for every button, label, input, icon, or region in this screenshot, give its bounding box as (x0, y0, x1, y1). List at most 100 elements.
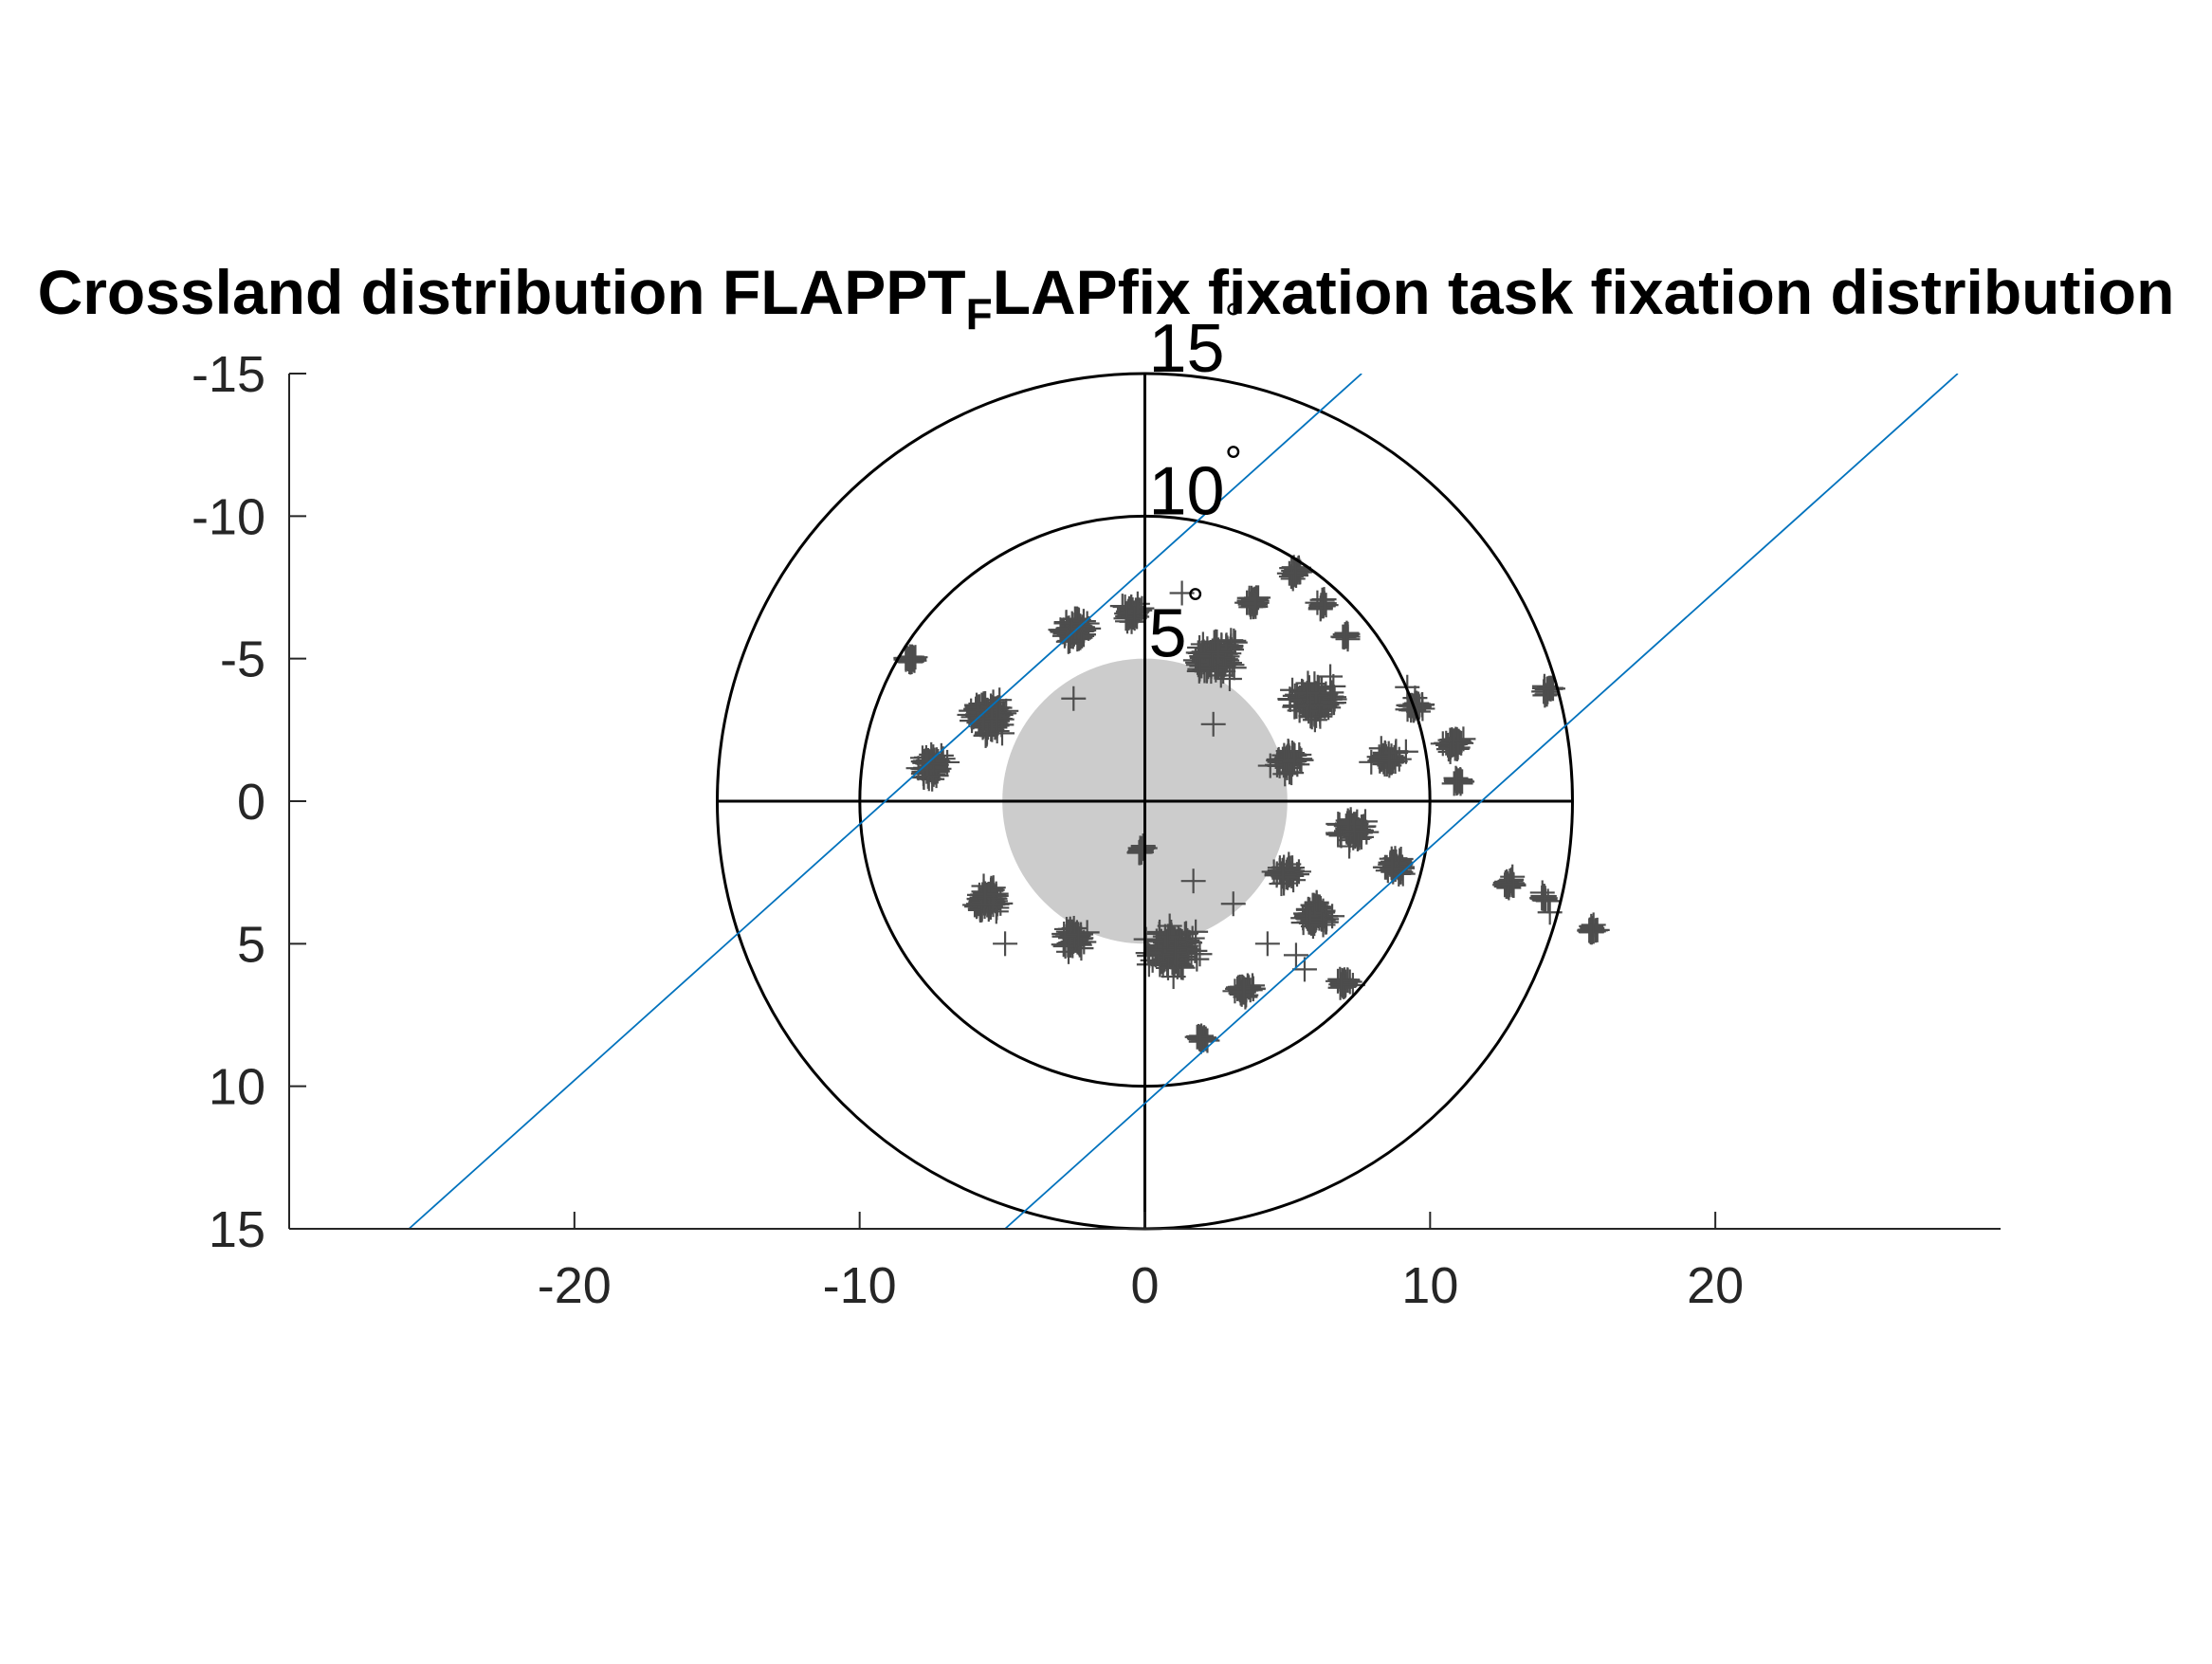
fixation-point (1279, 556, 1305, 581)
fixation-point (1282, 749, 1307, 775)
fixation-point (1379, 743, 1404, 769)
ring-label-value: 5 (1149, 596, 1187, 672)
fixation-point (1257, 753, 1283, 778)
ring-labels-layer: 5°10°15° (1149, 294, 1243, 672)
y-tick-label: -5 (220, 631, 265, 688)
fixation-point (1334, 620, 1360, 646)
fixation-point (1189, 1023, 1215, 1049)
polar-rings-layer (716, 372, 1574, 1231)
fixation-point (1331, 974, 1357, 999)
y-tick-label: 0 (237, 774, 265, 831)
fixation-point (1271, 747, 1297, 773)
fixation-point (1332, 624, 1358, 649)
fixation-point (1271, 864, 1296, 889)
fixation-point (1135, 941, 1161, 966)
fixation-point (1298, 692, 1324, 718)
ring-label-15: 15° (1149, 294, 1243, 387)
y-tick-label: 5 (237, 916, 265, 973)
chart-title: Crossland distribution FLAPPTFLAPfix fix… (0, 256, 2212, 339)
ring-label-value: 15 (1149, 311, 1225, 387)
fixation-point (1379, 855, 1404, 881)
fixation-point (1540, 676, 1565, 702)
fixation-point (1119, 594, 1144, 620)
fixation-point (1310, 912, 1336, 938)
fixation-point (1059, 611, 1085, 636)
fixation-points-layer (893, 555, 1610, 1054)
fixation-point (1294, 680, 1320, 705)
fixation-point (1211, 659, 1236, 685)
fixation-point (1066, 922, 1091, 947)
ring-label-unit: ° (1225, 436, 1242, 485)
ring-label-value: 10 (1149, 453, 1225, 529)
fixation-point (1056, 939, 1082, 964)
fixation-point (1175, 927, 1200, 953)
fixation-point (1377, 748, 1402, 774)
fixation-point (1169, 580, 1195, 606)
fixation-point (1061, 686, 1087, 711)
y-tick-label: 15 (209, 1201, 265, 1258)
fixation-point (1318, 664, 1344, 689)
y-tick-label: -10 (192, 488, 265, 545)
fixation-point (1243, 592, 1269, 617)
fixation-point (1122, 606, 1147, 631)
fixation-point (1444, 766, 1470, 792)
fixation-point (1184, 1024, 1210, 1050)
fixation-point (1329, 970, 1355, 996)
fixation-point (1297, 909, 1323, 935)
fixation-point (921, 758, 946, 783)
fixation-point (1283, 942, 1308, 968)
ring-label-10: 10° (1149, 436, 1243, 529)
fixation-point (1206, 639, 1232, 665)
fixation-point (1293, 904, 1319, 929)
fixation-point (1128, 837, 1154, 863)
fixation-point (1199, 641, 1225, 667)
fixation-point (1052, 934, 1078, 960)
fixation-point (1447, 768, 1472, 794)
ring-label-5: 5° (1149, 579, 1204, 672)
fixation-point (1254, 931, 1280, 957)
fixation-point (987, 695, 1013, 721)
fixation-point (974, 882, 999, 907)
fixation-point (1187, 942, 1213, 967)
fixation-point (1325, 968, 1351, 994)
fixation-point (1580, 918, 1605, 943)
fixation-point (1057, 628, 1083, 653)
fixation-point (1291, 957, 1317, 982)
fixation-point (984, 705, 1010, 731)
fixation-point (990, 721, 1015, 746)
chart-title-main: Crossland distribution FLAPPT (37, 257, 966, 327)
fixation-point (1497, 868, 1523, 893)
ring-label-unit: ° (1225, 294, 1242, 343)
fixation-point (964, 694, 990, 720)
fixation-point (1284, 694, 1309, 720)
fixation-point (902, 646, 927, 671)
fixation-point (1328, 972, 1354, 997)
chart-title-rest: LAPfix fixation task fixation distributi… (992, 257, 2175, 327)
tick-labels-layer: -15 -10 -5 0 5 10 15 -20 -10 0 10 20 (192, 346, 1744, 1314)
fixation-point (1070, 609, 1096, 634)
x-tick-label: 0 (1130, 1257, 1159, 1314)
fixation-point (1155, 923, 1180, 949)
fixation-point (1579, 913, 1604, 939)
fixation-point (980, 892, 1006, 918)
x-tick-label: -20 (538, 1257, 612, 1314)
fixation-point (1581, 912, 1606, 938)
fixation-point (1495, 873, 1521, 899)
fixation-point (1380, 857, 1406, 883)
fixation-point (1121, 605, 1146, 631)
fixation-point (1227, 978, 1252, 1003)
fixation-point (1577, 917, 1602, 942)
fixation-point (1281, 562, 1307, 588)
fixation-point (1439, 732, 1465, 758)
y-tick-label: -15 (192, 346, 265, 403)
fixation-point (1230, 974, 1255, 999)
y-tick-label: 10 (209, 1059, 265, 1116)
x-tick-label: -10 (823, 1257, 897, 1314)
fixation-point (1311, 587, 1337, 613)
fixation-point (1440, 728, 1466, 754)
reference-line-1 (408, 374, 1362, 1230)
fixation-point (1283, 560, 1308, 586)
fixation-point (1240, 594, 1266, 620)
